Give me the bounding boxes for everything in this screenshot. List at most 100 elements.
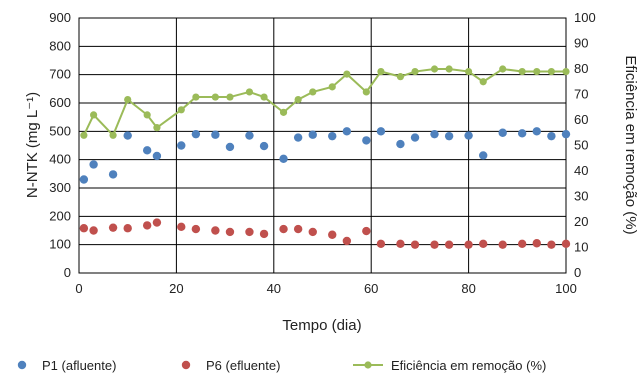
data-point: [342, 127, 352, 136]
y-right-tick-label: 30: [574, 189, 588, 204]
series-2: [80, 65, 570, 139]
data-point: [547, 67, 555, 76]
plot-area-border: [78, 17, 567, 274]
y-left-tick-label: 800: [49, 38, 71, 53]
y-left-tick-label: 200: [49, 208, 71, 223]
y-left-tick-label: 900: [49, 10, 71, 25]
y-right-tick-label: 90: [574, 36, 588, 51]
y-right-tick-label: 0: [574, 265, 581, 280]
data-point: [260, 93, 268, 101]
data-point: [279, 154, 288, 164]
data-point: [79, 224, 89, 233]
data-point: [561, 239, 571, 249]
data-point: [328, 131, 337, 141]
data-point: [444, 131, 454, 141]
legend-item: P1 (afluente): [17, 358, 116, 373]
data-point: [143, 111, 151, 119]
data-point: [211, 226, 220, 235]
y-left-tick-label: 700: [49, 67, 71, 82]
legend-marker: [181, 360, 191, 370]
data-point: [362, 226, 371, 236]
data-point: [211, 130, 220, 139]
data-point: [518, 67, 526, 76]
legend: P1 (afluente) P6 (efluente) Eficiência em …: [17, 358, 546, 373]
x-tick-label: 40: [267, 281, 281, 296]
data-point: [362, 136, 371, 145]
data-point: [89, 226, 98, 235]
data-point: [479, 151, 488, 160]
data-point: [109, 131, 117, 139]
data-point: [410, 240, 420, 249]
y-right-axis-title: Eficiência em remoção (%): [622, 55, 639, 234]
data-point: [89, 160, 98, 169]
y-right-tick-label: 100: [574, 10, 596, 25]
data-point: [479, 239, 488, 249]
data-point: [561, 129, 571, 139]
data-point: [142, 221, 152, 230]
x-tick-label: 0: [75, 281, 82, 296]
data-point: [192, 93, 200, 101]
data-point: [376, 239, 386, 249]
data-point: [396, 73, 405, 81]
data-point: [225, 227, 235, 237]
data-point: [191, 224, 201, 234]
data-point: [191, 129, 201, 139]
data-point: [517, 129, 527, 138]
legend-label: P1 (afluente): [42, 358, 116, 373]
y-right-tick-label: 60: [574, 112, 588, 127]
data-point: [396, 239, 405, 249]
y-left-tick-label: 400: [49, 152, 71, 167]
data-point: [279, 224, 288, 234]
data-point: [465, 67, 473, 76]
y-left-tick-label: 600: [49, 95, 71, 110]
y-left-axis-title: N-NTK (mg L⁻¹): [24, 92, 41, 198]
data-point: [259, 141, 269, 151]
data-point: [279, 108, 288, 116]
y-right-tick-label: 40: [574, 163, 588, 178]
y-right-tick-label: 10: [574, 240, 588, 255]
data-point: [123, 224, 132, 233]
data-point: [430, 129, 439, 139]
data-point: [411, 67, 419, 76]
y-right-tick-label: 50: [574, 138, 588, 153]
data-point: [376, 127, 386, 136]
data-point: [153, 124, 161, 132]
x-tick-label: 60: [364, 281, 378, 296]
data-point: [142, 146, 152, 155]
x-tick-label: 20: [169, 281, 183, 296]
data-point: [225, 142, 235, 152]
data-point: [177, 141, 186, 150]
data-point: [532, 127, 541, 136]
data-point: [308, 130, 317, 139]
data-point: [498, 240, 507, 249]
data-point: [124, 96, 132, 104]
data-point: [211, 93, 219, 101]
data-point: [90, 111, 98, 119]
tick-labels: 0100200300400500600700800900010203040506…: [49, 10, 595, 296]
y-right-tick-label: 80: [574, 61, 588, 76]
data-point: [152, 218, 162, 227]
legend-label: Eficiência em remoção (%): [391, 358, 546, 373]
data-point: [464, 131, 473, 140]
data-point: [444, 240, 454, 249]
y-left-tick-label: 500: [49, 123, 71, 138]
data-point: [245, 227, 254, 237]
legend-item: Eficiência em remoção (%): [353, 358, 546, 373]
series-1: [79, 218, 571, 249]
data-point: [177, 106, 185, 114]
series-layer: [79, 65, 571, 249]
legend-item: P6 (efluente): [181, 358, 280, 373]
legend-marker: [17, 360, 27, 370]
data-point: [226, 93, 234, 101]
data-point: [464, 240, 473, 249]
data-point: [108, 170, 118, 179]
grid: [78, 17, 567, 274]
y-left-tick-label: 0: [64, 265, 71, 280]
data-point: [80, 131, 88, 139]
data-point: [343, 70, 351, 78]
data-point: [309, 88, 317, 96]
data-point: [152, 151, 162, 161]
y-right-tick-label: 20: [574, 214, 588, 229]
data-point: [430, 65, 439, 73]
